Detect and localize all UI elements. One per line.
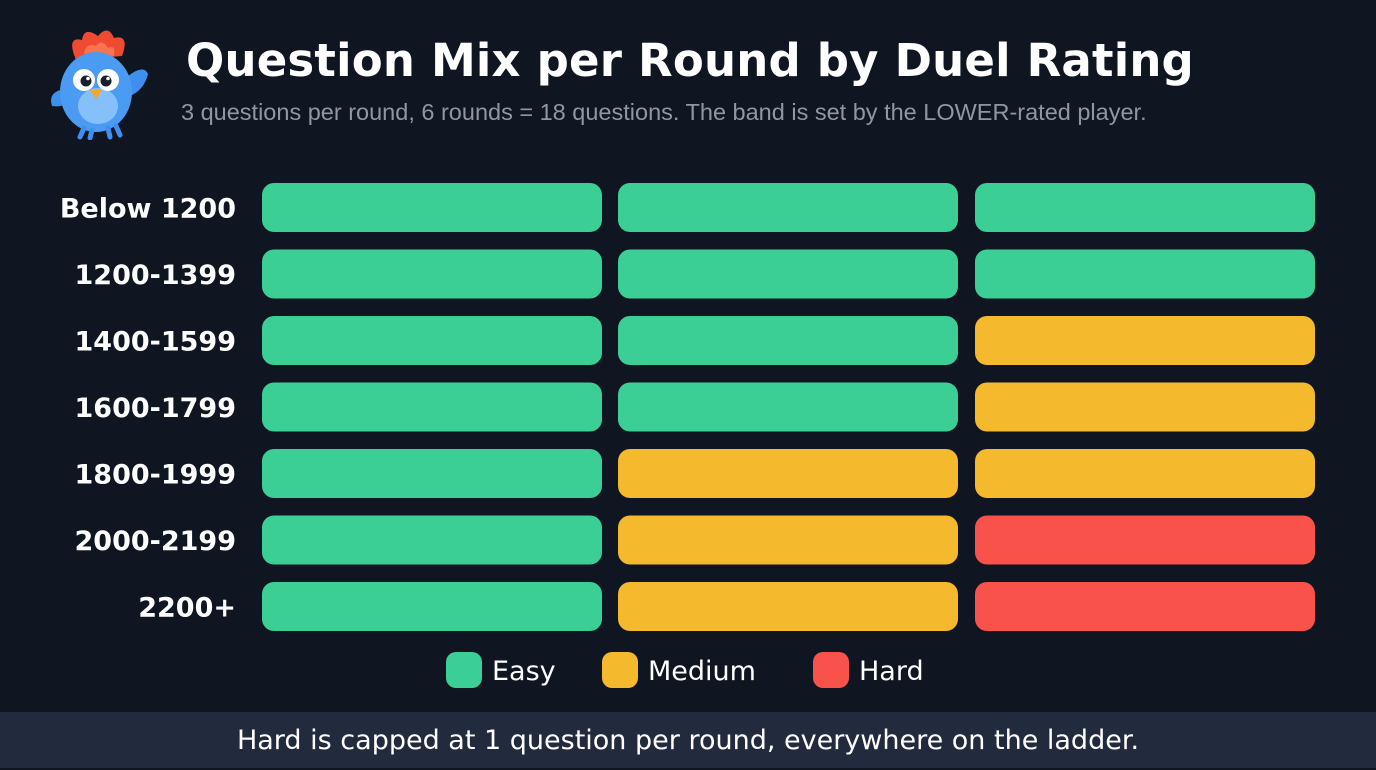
legend-swatch-medium: [602, 652, 638, 688]
cell-1600-1799-q3-medium: [975, 382, 1315, 432]
cell-2000-2199-q3-hard: [975, 515, 1315, 565]
cell-below-1200-q1-easy: [262, 183, 602, 232]
row-label-1800-1999: 1800-1999: [75, 460, 237, 491]
cell-1200-1399-q2-easy: [618, 249, 958, 299]
cell-1200-1399-q1-easy: [262, 249, 602, 299]
legend-swatch-easy: [446, 652, 482, 688]
row-label-2200: 2200+: [138, 593, 236, 624]
legend-label-hard: Hard: [859, 656, 924, 687]
chart-subtitle: 3 questions per round, 6 rounds = 18 que…: [181, 99, 1147, 125]
row-label-1600-1799: 1600-1799: [75, 393, 237, 424]
cell-1600-1799-q1-easy: [262, 382, 602, 432]
cell-1400-1599-q3-medium: [975, 316, 1315, 365]
cell-below-1200-q2-easy: [618, 183, 958, 232]
legend-label-easy: Easy: [492, 656, 556, 687]
cell-2200-q2-medium: [618, 582, 958, 631]
difficulty-chart: Below 1200 1200-1399 1400-1599 1600-1799 180…: [60, 183, 1315, 688]
cell-2200-q3-hard: [975, 582, 1315, 631]
cell-below-1200-q3-easy: [975, 183, 1315, 232]
cell-1400-1599-q1-easy: [262, 316, 602, 365]
cell-2000-2199-q2-medium: [618, 515, 958, 565]
legend-swatch-hard: [813, 652, 849, 688]
cell-2200-q1-easy: [262, 582, 602, 631]
row-label-below-1200: Below 1200: [60, 194, 236, 225]
cell-2000-2199-q1-easy: [262, 515, 602, 565]
legend-label-medium: Medium: [648, 656, 756, 687]
cell-1800-1999-q3-medium: [975, 449, 1315, 498]
cell-1600-1799-q2-easy: [618, 382, 958, 432]
row-label-2000-2199: 2000-2199: [75, 526, 237, 557]
footer-note: Hard is capped at 1 question per round, …: [0, 712, 1376, 768]
bird-mascot-icon: [51, 30, 148, 140]
row-label-1400-1599: 1400-1599: [75, 327, 237, 358]
row-label-1200-1399: 1200-1399: [75, 260, 237, 291]
cell-1800-1999-q2-medium: [618, 449, 958, 498]
cell-1800-1999-q1-easy: [262, 449, 602, 498]
cell-1400-1599-q2-easy: [618, 316, 958, 365]
cell-1200-1399-q3-easy: [975, 249, 1315, 299]
chart-title: Question Mix per Round by Duel Rating: [186, 34, 1194, 87]
